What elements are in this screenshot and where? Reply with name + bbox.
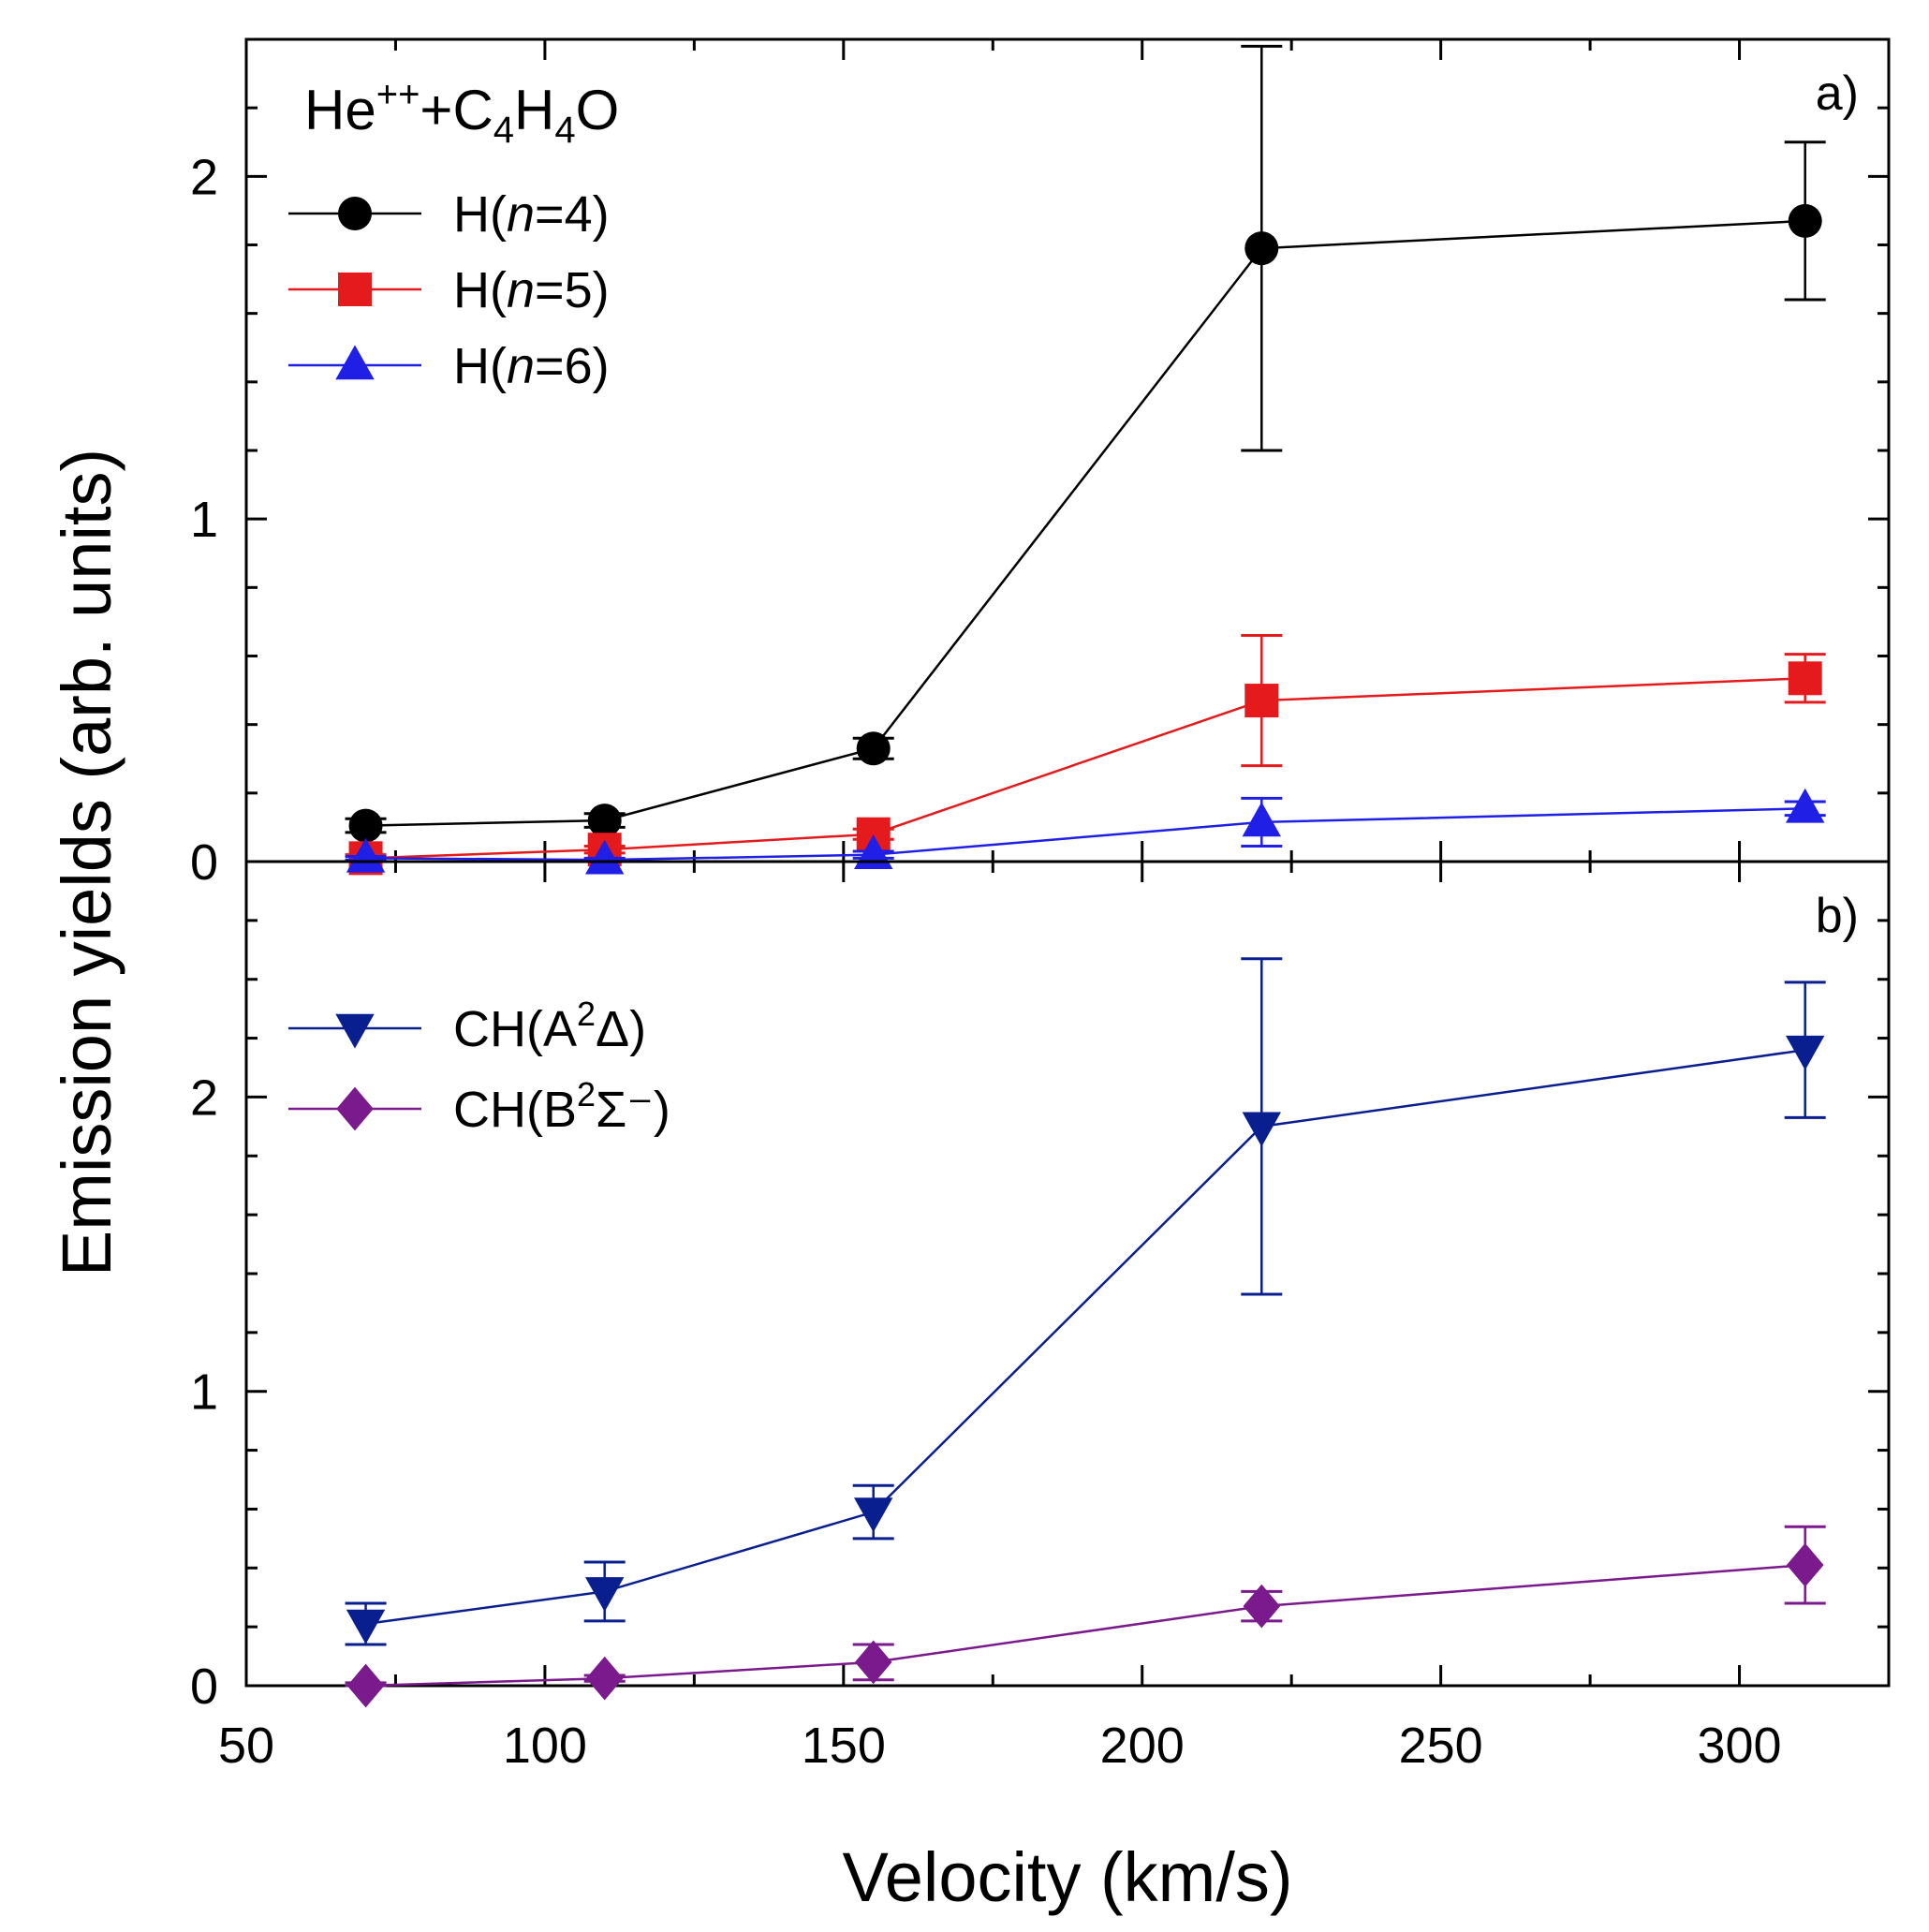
panel-b-frame: [244, 860, 1891, 1688]
panel-b-legend: CH(A2Δ) CH(B2Σ⁻): [288, 995, 670, 1138]
x-tick-label: 100: [503, 1718, 587, 1774]
data-point: [346, 1663, 385, 1708]
y-tick-label: 1: [190, 492, 218, 548]
data-point: [348, 808, 383, 843]
data-point: [1244, 231, 1279, 266]
data-point: [1786, 1035, 1825, 1070]
legend-item: H(n=6): [288, 338, 610, 394]
reaction-annotation: He+++C4H4O: [304, 74, 619, 151]
series-square: [345, 634, 1826, 876]
panel-b-series: [345, 957, 1826, 1708]
series-triangle-down: [345, 957, 1826, 1646]
legend-item: CH(A2Δ): [288, 995, 646, 1057]
annotation-end: O: [576, 79, 620, 141]
y-tick-label: 0: [190, 1659, 218, 1715]
legend-marker: [336, 1086, 374, 1131]
legend-item: H(n=5): [288, 262, 610, 318]
legend-label: H(n=4): [453, 186, 610, 243]
x-tick-label: 50: [218, 1718, 274, 1774]
series-line: [365, 1048, 1805, 1626]
legend-item: H(n=4): [288, 186, 610, 243]
data-point: [346, 1609, 386, 1644]
legend-label: CH(A2Δ): [453, 995, 646, 1057]
panel-a-ticks: 0 1 2: [190, 37, 1891, 891]
y-tick-label: 1: [190, 1364, 218, 1421]
data-point: [1244, 684, 1279, 718]
panel-b-ticks: 0 1 2: [190, 860, 1891, 1715]
data-point: [1788, 203, 1822, 238]
data-point: [584, 839, 625, 875]
x-tick-label: 300: [1697, 1718, 1781, 1774]
annotation-sup: ++: [376, 74, 420, 115]
annotation-sub2: 4: [554, 110, 575, 151]
x-tick-label: 150: [802, 1718, 886, 1774]
panel-b-label: b): [1816, 889, 1859, 943]
data-point: [856, 731, 891, 766]
data-point: [854, 1640, 892, 1685]
series-diamond: [345, 1525, 1826, 1708]
data-point: [585, 1656, 624, 1701]
y-tick-label: 0: [190, 834, 218, 891]
annotation-mid: H: [514, 79, 554, 141]
legend-label: CH(B2Σ⁻): [453, 1075, 670, 1138]
data-point: [584, 1577, 625, 1613]
panel-a-frame: [244, 37, 1891, 863]
legend-label: H(n=5): [453, 262, 610, 318]
y-tick-label: 2: [190, 1069, 218, 1126]
series-line: [365, 1563, 1805, 1688]
legend-marker: [338, 273, 372, 306]
series-circle: [345, 44, 1826, 843]
panel-a-legend: H(n=4) H(n=5) H(n=6): [288, 186, 610, 394]
x-tick-labels: 50 100 150 200 250 300: [218, 1718, 1782, 1774]
panel-a: 012 a) He+++C4H4O H(n=4)H(n=5)H(n=6): [190, 37, 1891, 891]
y-tick-label: 2: [190, 149, 218, 205]
legend-label: H(n=6): [453, 338, 610, 394]
annotation-plus: +C: [420, 79, 493, 141]
data-point: [1786, 1542, 1824, 1587]
legend-marker: [338, 197, 372, 230]
panel-a-label: a): [1816, 66, 1859, 121]
legend-item: CH(B2Σ⁻): [288, 1075, 670, 1138]
legend-marker: [335, 1013, 375, 1049]
panel-b: 0 1 2 b) CH(A2Δ) CH(B2Σ⁻): [190, 860, 1891, 1715]
data-point: [1788, 661, 1822, 696]
data-point: [854, 1497, 893, 1533]
annotation-base: He: [304, 79, 376, 141]
y-axis-title: Emission yields (arb. units): [48, 449, 125, 1276]
data-point: [1786, 788, 1825, 823]
data-point: [346, 837, 386, 873]
data-point: [587, 804, 622, 838]
panel-a-series: [345, 44, 1826, 876]
annotation-sub1: 4: [493, 110, 514, 151]
data-point: [1243, 1584, 1281, 1629]
data-point: [1242, 802, 1281, 837]
data-point: [1242, 1112, 1281, 1147]
series-line: [365, 677, 1805, 860]
legend-marker: [335, 345, 375, 380]
x-tick-label: 250: [1399, 1718, 1483, 1774]
x-axis-title: Velocity (km/s): [842, 1838, 1292, 1916]
x-tick-label: 200: [1100, 1718, 1185, 1774]
